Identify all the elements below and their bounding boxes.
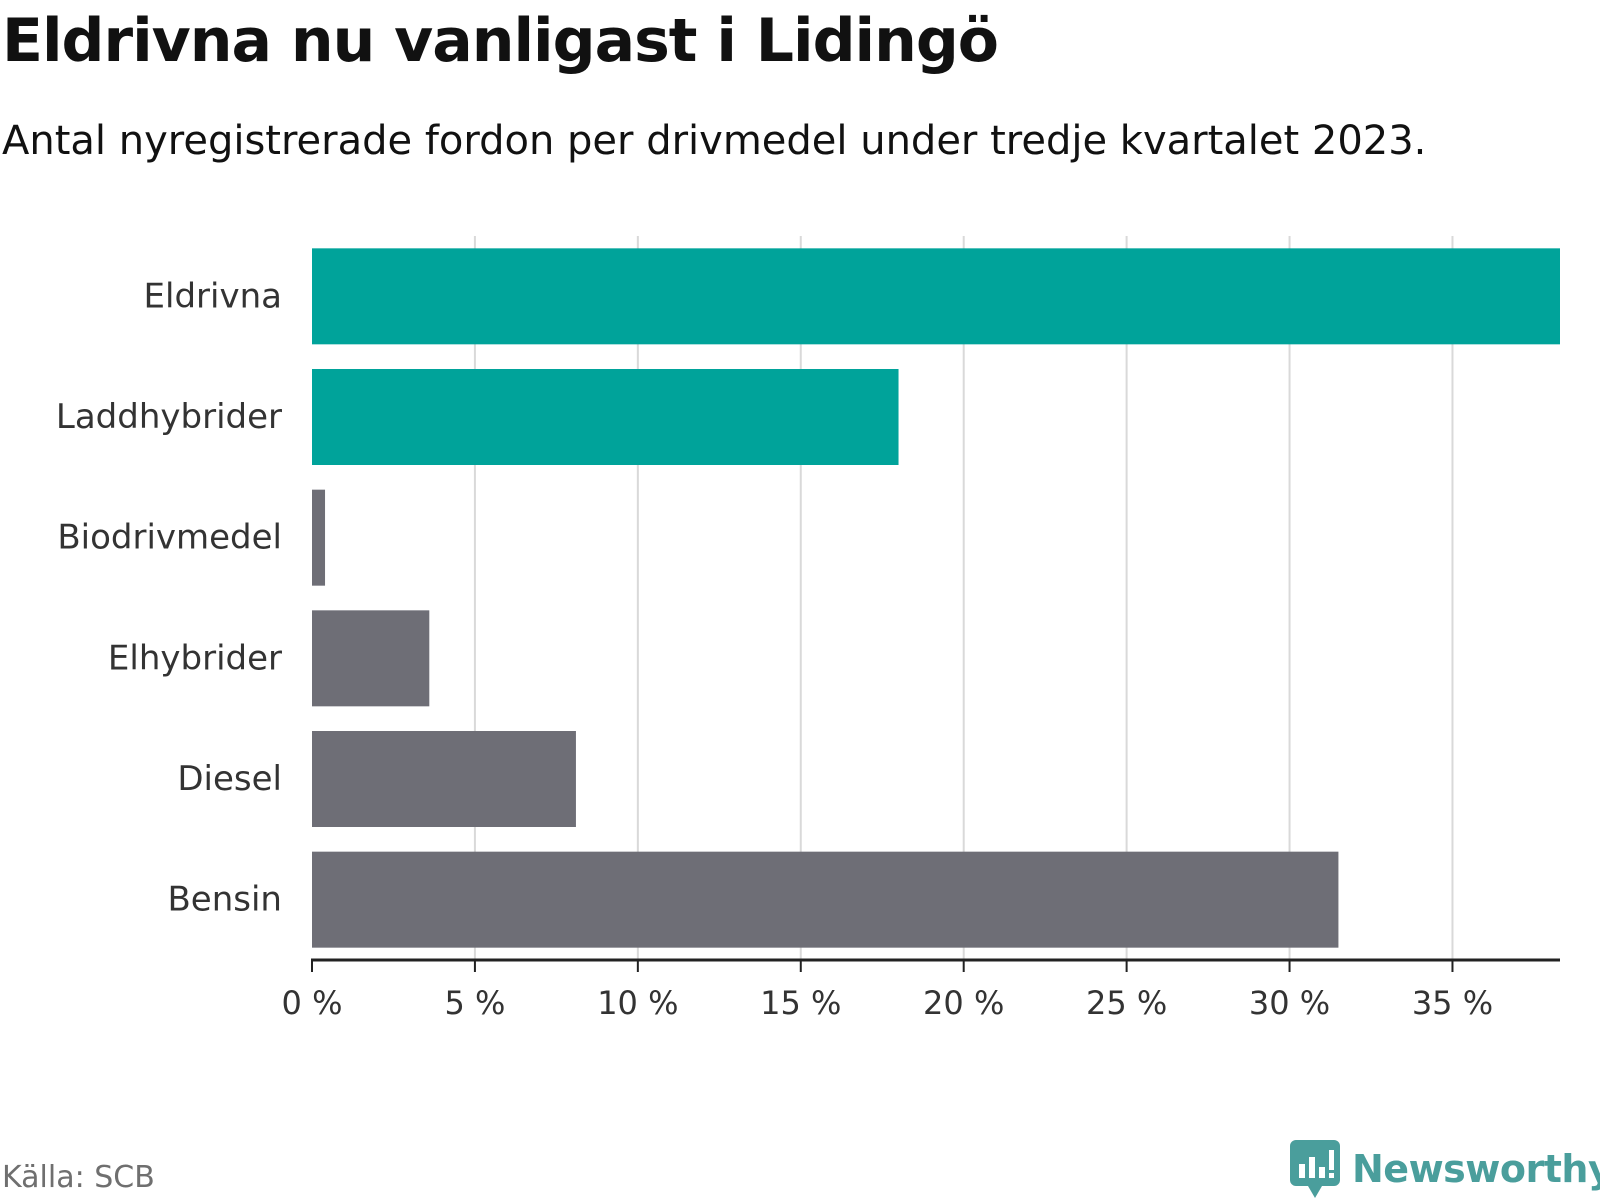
bar-chart: Eldrivna Laddhybrider Biodrivmedel Elhybrid…: [56, 236, 1560, 1022]
x-tick-label-6: 30 %: [1249, 984, 1330, 1022]
x-tick-label-0: 0 %: [282, 984, 343, 1022]
bar-eldrivna: [312, 248, 1560, 345]
source-note: Källa: SCB: [2, 1160, 155, 1195]
category-label-diesel: Diesel: [177, 759, 282, 799]
bar-diesel: [312, 731, 576, 827]
brand-logo: Newsworthy: [1290, 1140, 1600, 1198]
bar-biodrivmedel: [312, 489, 326, 586]
bars: [312, 248, 1560, 948]
chart-title: Eldrivna nu vanligast i Lidingö: [2, 6, 999, 76]
category-label-elhybrider: Elhybrider: [108, 638, 282, 678]
x-tick-label-5: 25 %: [1086, 984, 1167, 1022]
newsworthy-logo-icon: [1290, 1140, 1340, 1198]
x-tick-label-1: 5 %: [444, 984, 505, 1022]
category-label-eldrivna: Eldrivna: [144, 276, 282, 316]
x-axis: 0 % 5 % 10 % 15 % 20 % 25 % 30 % 35 %: [282, 958, 1560, 1022]
x-tick-label-3: 15 %: [760, 984, 841, 1022]
category-label-bensin: Bensin: [167, 880, 282, 920]
bar-bensin: [312, 851, 1339, 948]
chart-subtitle: Antal nyregistrerade fordon per drivmede…: [2, 118, 1427, 164]
category-label-laddhybrider: Laddhybrider: [56, 397, 282, 437]
brand-name: Newsworthy: [1352, 1147, 1600, 1191]
x-tick-label-7: 35 %: [1412, 984, 1493, 1022]
gridlines: [473, 236, 1454, 960]
category-label-biodrivmedel: Biodrivmedel: [57, 518, 282, 558]
category-labels: Eldrivna Laddhybrider Biodrivmedel Elhybrid…: [56, 276, 282, 919]
bar-laddhybrider: [312, 369, 899, 465]
x-tick-label-4: 20 %: [923, 984, 1004, 1022]
bar-elhybrider: [312, 610, 430, 707]
x-tick-label-2: 10 %: [597, 984, 678, 1022]
